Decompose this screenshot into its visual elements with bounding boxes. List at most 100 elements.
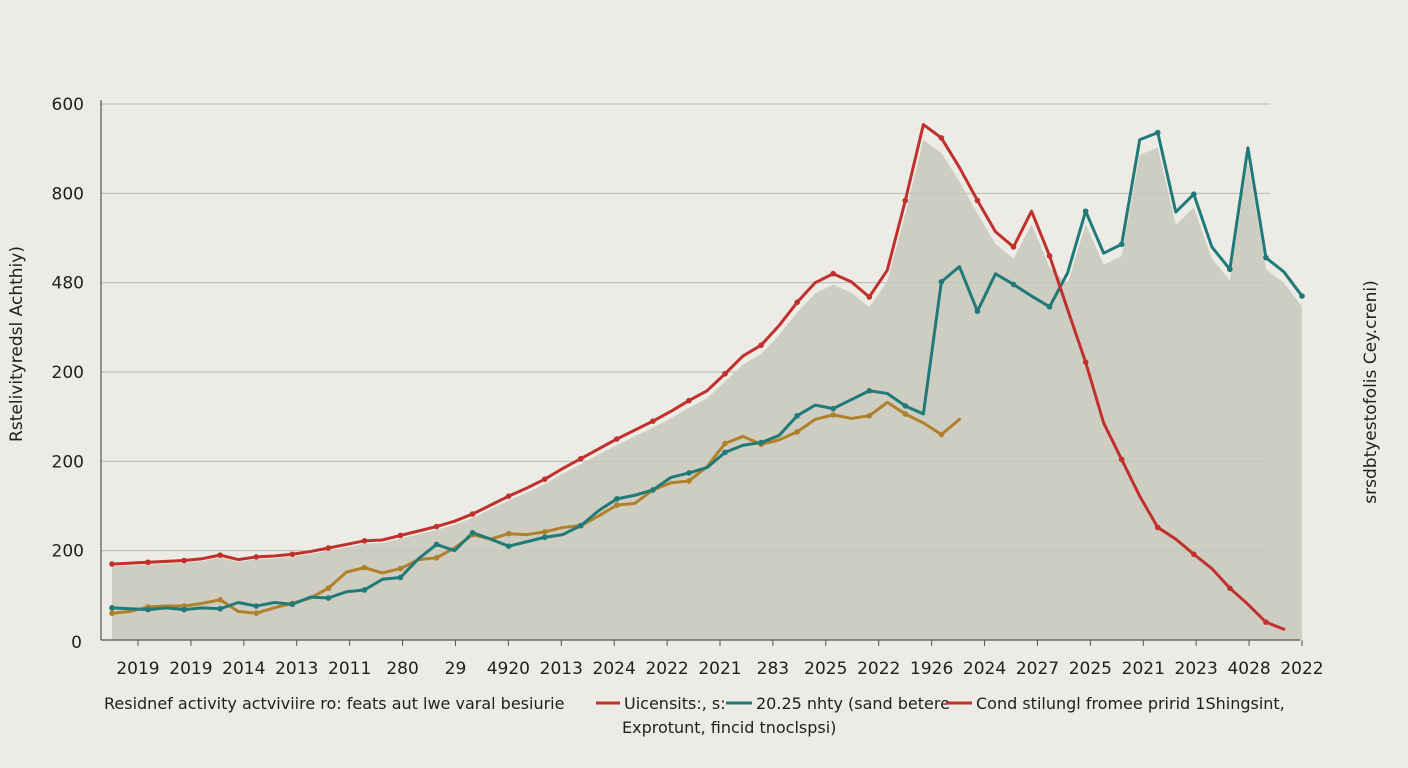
y-tick-label: 0 (71, 633, 82, 653)
data-point-red (794, 299, 800, 306)
data-point-gold (686, 478, 692, 484)
x-tick-label: 2021 (1122, 659, 1165, 679)
data-point-teal (614, 496, 620, 502)
y-tick-label: 200 (52, 542, 84, 562)
series-line-gold (110, 400, 961, 615)
data-point-teal (433, 541, 440, 548)
x-tick-label: 4028 (1227, 659, 1270, 679)
data-point-gold (614, 502, 620, 508)
data-point-teal (1010, 281, 1017, 288)
data-point-teal (1082, 208, 1089, 214)
data-point-red (577, 455, 584, 462)
data-point-red (722, 370, 728, 377)
data-point-gold (253, 610, 260, 616)
data-point-teal (758, 439, 764, 446)
data-point-gold (109, 610, 115, 616)
data-point-teal (974, 308, 981, 315)
data-point-red (902, 197, 909, 204)
legend: Residnef activity actviviire ro: feats a… (104, 694, 1285, 737)
data-point-teal (1046, 303, 1053, 310)
data-point-gold (325, 585, 332, 591)
data-point-red (1010, 244, 1017, 250)
data-point-teal (1191, 191, 1197, 198)
data-point-teal (794, 412, 800, 419)
x-tick-label: 29 (445, 659, 467, 679)
legend-second-line: Exprotunt, fincid tnoclspsi) (622, 718, 836, 737)
data-point-teal (469, 530, 476, 536)
x-tick-label: 2014 (222, 659, 265, 679)
legend-item-2: 20.25 nhty (sand betere (756, 694, 950, 713)
data-point-teal (866, 387, 873, 394)
legend-item-3: Cond stilungl fromee pririd 1Shingsint, (976, 694, 1285, 713)
data-point-red (938, 135, 945, 141)
series-line-red (110, 123, 1286, 631)
data-point-gold (505, 530, 512, 537)
data-point-gold (217, 597, 223, 603)
data-point-red (614, 436, 620, 442)
data-point-red (397, 532, 404, 539)
series-lines (110, 123, 1304, 631)
data-point-teal (650, 487, 656, 493)
x-tick-label: 283 (757, 659, 789, 679)
data-point-teal (289, 601, 296, 608)
data-point-gold (361, 564, 368, 571)
y-tick-label: 200 (52, 452, 84, 472)
series-points (109, 129, 1305, 625)
data-point-red (1263, 619, 1269, 625)
x-tick-label: 2025 (804, 659, 847, 679)
x-tick-label: 2011 (328, 659, 371, 679)
data-point-red (145, 559, 151, 566)
data-point-teal (1299, 293, 1305, 299)
data-point-teal (541, 534, 548, 541)
data-point-teal (1118, 241, 1125, 248)
data-point-red (217, 552, 223, 558)
data-point-teal (325, 595, 332, 601)
data-point-red (1191, 551, 1197, 558)
x-tick-label: 4920 (487, 659, 530, 679)
x-tick-label: 2024 (963, 659, 1006, 679)
data-point-gold (938, 431, 945, 438)
data-point-red (974, 197, 981, 204)
data-point-red (253, 554, 260, 560)
data-point-gold (794, 429, 800, 435)
data-point-teal (505, 543, 512, 549)
data-point-red (758, 342, 764, 349)
data-point-red (866, 294, 873, 300)
data-point-teal (1154, 129, 1161, 136)
data-point-gold (433, 555, 440, 561)
data-point-teal (253, 603, 260, 609)
x-tick-label: 280 (386, 659, 418, 679)
y-tick-label: 800 (52, 184, 84, 204)
x-tick-label: 2023 (1175, 659, 1218, 679)
legend-item-1: Uicensits:, s: (624, 694, 726, 713)
data-point-teal (217, 605, 223, 612)
y-tick-label: 200 (52, 363, 84, 383)
data-point-gold (397, 565, 404, 572)
data-point-red (361, 538, 368, 544)
legend-lead-text: Residnef activity actviviire ro: feats a… (104, 694, 564, 713)
data-point-red (505, 493, 512, 499)
data-point-teal (577, 522, 584, 529)
x-tick-label: 2019 (169, 659, 212, 679)
x-tick-label: 2025 (1069, 659, 1112, 679)
data-point-red (1046, 253, 1053, 259)
y-tick-labels: 0 200 200 200 480 800 600 (52, 95, 84, 653)
data-point-gold (541, 529, 548, 535)
data-point-teal (1227, 266, 1233, 273)
data-point-red (469, 511, 476, 517)
data-point-red (1154, 524, 1161, 531)
data-point-red (433, 523, 440, 530)
series-line-teal (110, 131, 1304, 612)
data-point-teal (109, 605, 115, 611)
data-point-red (181, 557, 187, 564)
x-tick-label: 1926 (910, 659, 953, 679)
x-tick-label: 2019 (116, 659, 159, 679)
data-point-red (1082, 359, 1089, 365)
y-tick-label: 600 (52, 95, 84, 115)
y-axis-label-right: srsdbtyestofolis Cey.creni) (1361, 280, 1381, 503)
y-tick-label: 480 (52, 274, 84, 294)
data-point-red (686, 397, 692, 404)
data-point-red (289, 551, 296, 558)
data-point-teal (686, 470, 692, 476)
